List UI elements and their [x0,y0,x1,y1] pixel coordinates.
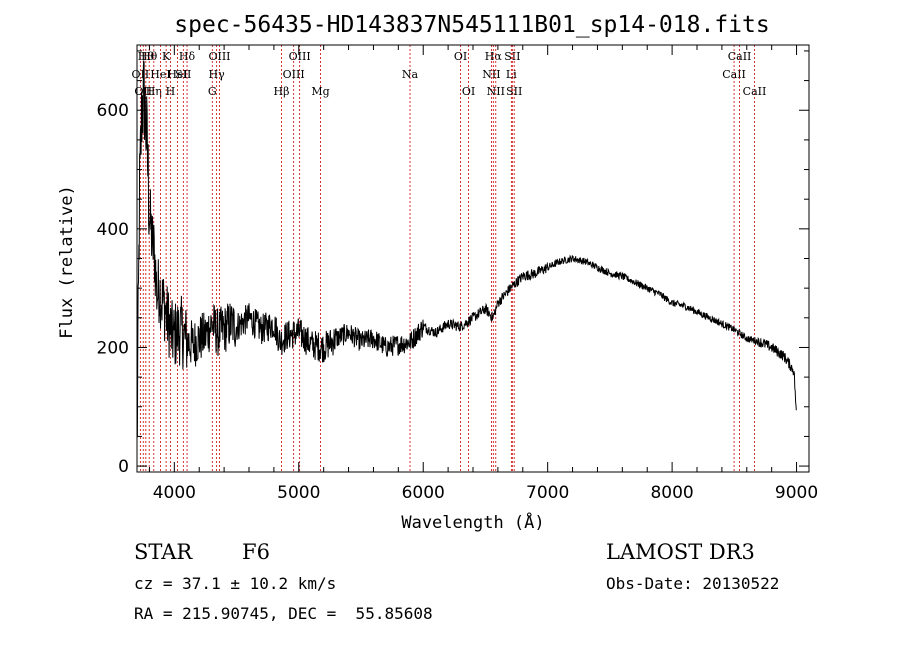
survey-name: LAMOST DR3 [606,540,755,564]
line-label-4: Hη [146,85,162,98]
plot-frame [136,44,810,473]
y-axis-label: Flux (relative) [57,185,77,339]
line-label-19: OI [454,50,467,63]
x-tick-label: 5000 [277,483,320,503]
line-label-2: Hθ [138,50,155,63]
line-label-18: Na [402,68,419,81]
line-label-17: Mg [311,85,329,98]
line-label-8: HeI [167,68,187,81]
x-tick-label: 6000 [402,483,445,503]
spectral-line-markers: OIIOIIHθHθHηHeIKHHeISIIHδGHγOIIIHβOIIIOI… [132,45,767,472]
chart-title: spec-56435-HD143837N545111B01_sp14-018.f… [174,12,769,38]
line-label-21: NII [482,68,500,81]
line-label-28: CaII [728,50,752,63]
line-label-15: OIII [283,68,305,81]
y-tick-label: 400 [97,220,129,240]
line-label-14: Hβ [274,85,290,98]
line-label-27: CaII [722,68,746,81]
line-label-0: OII [132,68,150,81]
observation-date: Obs-Date: 20130522 [606,574,780,593]
line-label-22: Hα [485,50,503,63]
line-label-29: CaII [743,85,767,98]
x-axis-label: Wavelength (Å) [401,511,544,533]
line-label-20: OI [462,85,475,98]
y-tick-label: 0 [118,457,129,477]
y-tick-label: 600 [97,101,129,121]
line-label-10: Hδ [179,50,196,63]
x-tick-label: 7000 [526,483,569,503]
axis-ticks: 4000 5000 6000 7000 8000 9000 0 200 400 600 [97,45,818,503]
x-tick-label: 8000 [650,483,693,503]
line-label-26: SII [506,85,522,98]
line-label-5: HeI [150,68,170,81]
spectrum-line [136,60,797,438]
line-label-13: OIII [208,50,230,63]
line-label-23: NII [487,85,505,98]
ra-dec-coordinates: RA = 215.90745, DEC = 55.85608 [134,604,433,623]
x-tick-label: 4000 [153,483,196,503]
line-label-25: SII [504,50,520,63]
line-label-9: SII [175,68,191,81]
line-label-7: H [166,85,176,98]
line-label-24: Li [506,68,517,81]
spectrum-series [136,60,797,438]
line-label-16: OIII [289,50,311,63]
object-subclass: F6 [242,540,270,564]
y-tick-label: 200 [97,338,129,358]
redshift-cz: cz = 37.1 ± 10.2 km/s [134,574,337,593]
object-class: STAR [134,540,193,564]
line-label-12: Hγ [209,68,226,81]
line-label-11: G [208,85,217,98]
line-label-6: K [162,50,171,63]
x-tick-label: 9000 [775,483,818,503]
